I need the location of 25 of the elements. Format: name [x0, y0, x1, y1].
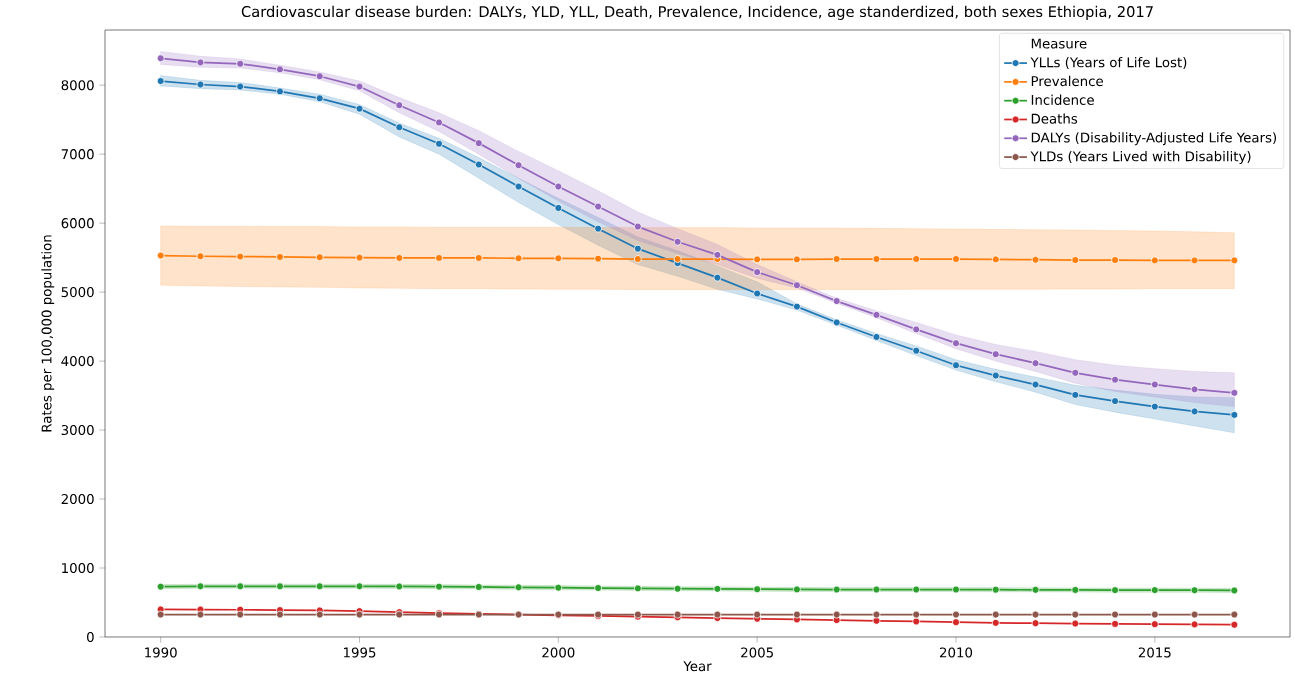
- y-tick-label: 1000: [62, 562, 94, 574]
- y-tick-label: 0: [87, 631, 94, 643]
- legend-label: YLDs (Years Lived with Disability): [1030, 151, 1251, 164]
- y-tick-label: 7000: [61, 149, 94, 160]
- y-tick-label: 8000: [61, 80, 94, 91]
- y-tick-label: 5000: [61, 287, 94, 298]
- y-tick-label: 6000: [61, 218, 94, 229]
- legend-label: DALYs (Disability-Adjusted Life Years): [1031, 132, 1277, 146]
- x-tick-label: 2010: [940, 647, 973, 658]
- y-tick-label: 4000: [61, 356, 94, 367]
- x-tick-label: 2000: [542, 647, 575, 658]
- x-tick-label: 2015: [1138, 647, 1171, 658]
- x-axis-title: Year: [683, 661, 712, 672]
- legend-label: YLLs (Years of Life Lost): [1030, 57, 1187, 69]
- x-tick-label: 1990: [145, 647, 177, 658]
- legend-label: Prevalence: [1031, 75, 1103, 87]
- chart-title: Cardiovascular disease burden: DALYs, YLD, YLL, Death, Prevalence, Incidence, age standerdized, both sexes Ethiopia, 2017: [241, 5, 1153, 20]
- y-axis-title: Rates per 100,000 population: [41, 235, 55, 432]
- x-tick-label: 1995: [344, 647, 376, 658]
- legend-label: Incidence: [1031, 94, 1094, 105]
- legend-label: Deaths: [1031, 113, 1078, 124]
- y-tick-label: 2000: [61, 493, 94, 505]
- legend-title: Measure: [1031, 38, 1087, 49]
- y-tick-label: 3000: [61, 425, 94, 436]
- x-tick-label: 2005: [741, 647, 773, 658]
